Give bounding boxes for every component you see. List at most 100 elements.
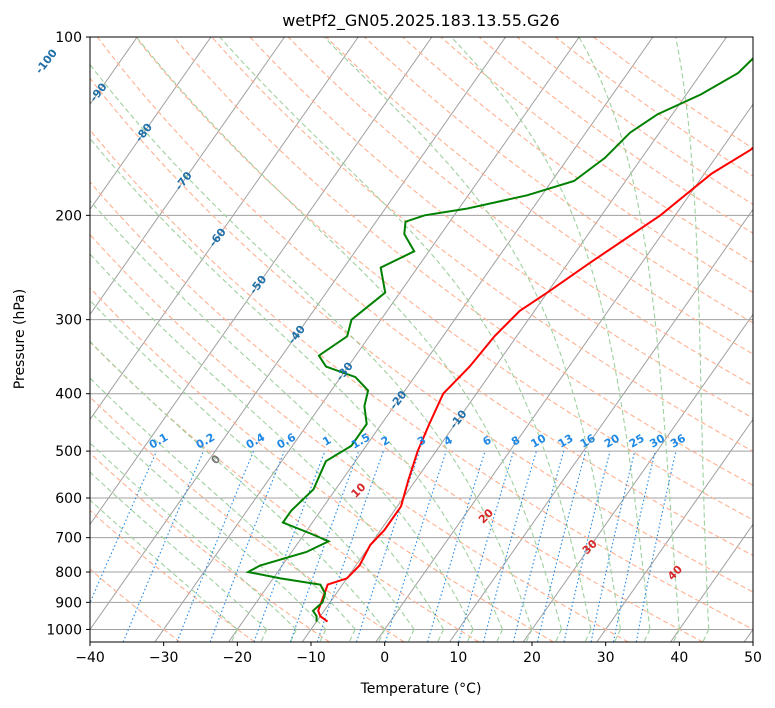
moist-adiabat bbox=[90, 377, 356, 630]
mixing-ratio-line bbox=[427, 450, 486, 642]
moist-adiabat bbox=[675, 37, 710, 630]
moist-adiabat bbox=[555, 629, 562, 642]
mixing-ratio-line bbox=[512, 450, 565, 642]
isotherm-line bbox=[596, 418, 753, 642]
isotherm-line bbox=[449, 208, 753, 642]
moist-adiabat bbox=[466, 629, 474, 642]
y-tick-label: 400 bbox=[55, 387, 82, 403]
moist-adiabat bbox=[90, 299, 415, 630]
isotherm-line bbox=[375, 103, 753, 642]
x-tick-label: −20 bbox=[223, 650, 253, 666]
mixing-ratio-line bbox=[612, 450, 656, 642]
mixing-ratio-line bbox=[590, 450, 636, 642]
dry-adiabat bbox=[90, 129, 753, 631]
dry-adiabat bbox=[90, 452, 330, 642]
background-lines bbox=[90, 37, 753, 642]
dewpoint-profile bbox=[245, 57, 753, 622]
y-axis-label: Pressure (hPa) bbox=[12, 289, 28, 389]
temperature-profile bbox=[317, 146, 753, 623]
moist-adiabat bbox=[525, 629, 533, 642]
mixing-ratio-line bbox=[635, 450, 677, 642]
y-tick-label: 700 bbox=[55, 531, 82, 547]
isotherm-line bbox=[670, 523, 753, 642]
chart-title: wetPf2_GN05.2025.183.13.55.G26 bbox=[282, 11, 560, 31]
y-tick-label: 800 bbox=[55, 565, 82, 581]
mixing-ratio-line bbox=[536, 450, 587, 642]
mixing-ratio-line bbox=[289, 450, 360, 642]
x-tick-label: 0 bbox=[380, 650, 389, 666]
y-tick-label: 1000 bbox=[46, 622, 82, 638]
dry-adiabat bbox=[211, 37, 753, 452]
moist-adiabat bbox=[614, 629, 621, 642]
moist-adiabat bbox=[90, 253, 445, 630]
moist-adiabat bbox=[407, 629, 415, 642]
x-axis: −40 −30 −20 −10 0 10 20 30 40 50 bbox=[75, 642, 762, 666]
moist-adiabat bbox=[496, 629, 503, 642]
moist-adiabat bbox=[378, 629, 386, 642]
dry-adiabat bbox=[90, 287, 554, 642]
isotherm-line bbox=[90, 37, 285, 316]
moist-adiabat bbox=[90, 471, 268, 630]
moist-adiabat bbox=[578, 37, 680, 630]
isotherm-line bbox=[90, 37, 359, 421]
mixing-ratio-line bbox=[482, 450, 537, 642]
x-tick-label: −30 bbox=[149, 650, 179, 666]
isotherm-line bbox=[90, 37, 433, 526]
moist-adiabat bbox=[136, 37, 563, 630]
dry-adiabat bbox=[90, 181, 704, 642]
dry-adiabat bbox=[90, 77, 753, 593]
moist-adiabat bbox=[260, 629, 268, 642]
moist-adiabat bbox=[289, 629, 297, 642]
dry-adiabat bbox=[554, 37, 753, 177]
mixing-ratio-line bbox=[458, 450, 515, 642]
x-tick-label: 40 bbox=[670, 650, 688, 666]
dry-adiabat bbox=[516, 37, 753, 206]
moist-adiabat bbox=[672, 629, 680, 642]
y-tick-label: 600 bbox=[55, 491, 82, 507]
x-tick-label: 30 bbox=[597, 650, 615, 666]
isotherm-line bbox=[228, 37, 654, 642]
moist-adiabat bbox=[437, 629, 445, 642]
moist-adiabat bbox=[451, 37, 651, 630]
dry-adiabat bbox=[364, 37, 753, 324]
dry-adiabat bbox=[90, 396, 405, 642]
moist-adiabat bbox=[584, 629, 592, 642]
y-tick-label: 100 bbox=[55, 30, 82, 46]
moist-adiabat bbox=[230, 629, 238, 642]
y-tick-label: 200 bbox=[55, 208, 82, 224]
y-axis: 1000 900 800 700 600 500 400 300 200 100 bbox=[46, 30, 90, 638]
isotherm-line bbox=[90, 37, 506, 631]
x-axis-label: Temperature (°C) bbox=[360, 681, 482, 697]
x-tick-label: 10 bbox=[449, 650, 467, 666]
dry-adiabat bbox=[90, 233, 629, 642]
mixing-ratio-line bbox=[384, 450, 447, 642]
dry-adiabat bbox=[96, 37, 753, 557]
mixing-ratio-line bbox=[122, 450, 205, 642]
moist-adiabat bbox=[219, 37, 592, 630]
mixing-ratio-line bbox=[563, 450, 611, 642]
x-tick-label: −10 bbox=[296, 650, 326, 666]
mixing-ratio-line bbox=[316, 450, 384, 642]
x-tick-label: 20 bbox=[523, 650, 541, 666]
moist-adiabat bbox=[348, 629, 356, 642]
y-tick-label: 300 bbox=[55, 313, 82, 329]
profile-lines bbox=[245, 57, 753, 623]
dry-adiabat bbox=[287, 37, 753, 387]
moist-adiabat bbox=[90, 442, 297, 630]
isotherm-line bbox=[90, 37, 212, 211]
plot-frame bbox=[89, 36, 754, 643]
dry-adiabat bbox=[135, 37, 753, 521]
dry-adiabat bbox=[440, 37, 753, 264]
moist-adiabat bbox=[324, 37, 621, 630]
dry-adiabat bbox=[249, 37, 753, 419]
isotherm-line bbox=[522, 313, 753, 642]
moist-adiabat bbox=[702, 629, 710, 642]
dry-adiabat bbox=[325, 37, 753, 355]
mixing-ratio-line bbox=[355, 450, 421, 642]
moist-adiabat bbox=[90, 199, 474, 630]
y-tick-label: 500 bbox=[55, 444, 82, 460]
isotherm-line bbox=[154, 37, 580, 642]
moist-adiabat bbox=[643, 629, 651, 642]
dry-adiabat bbox=[90, 509, 256, 642]
